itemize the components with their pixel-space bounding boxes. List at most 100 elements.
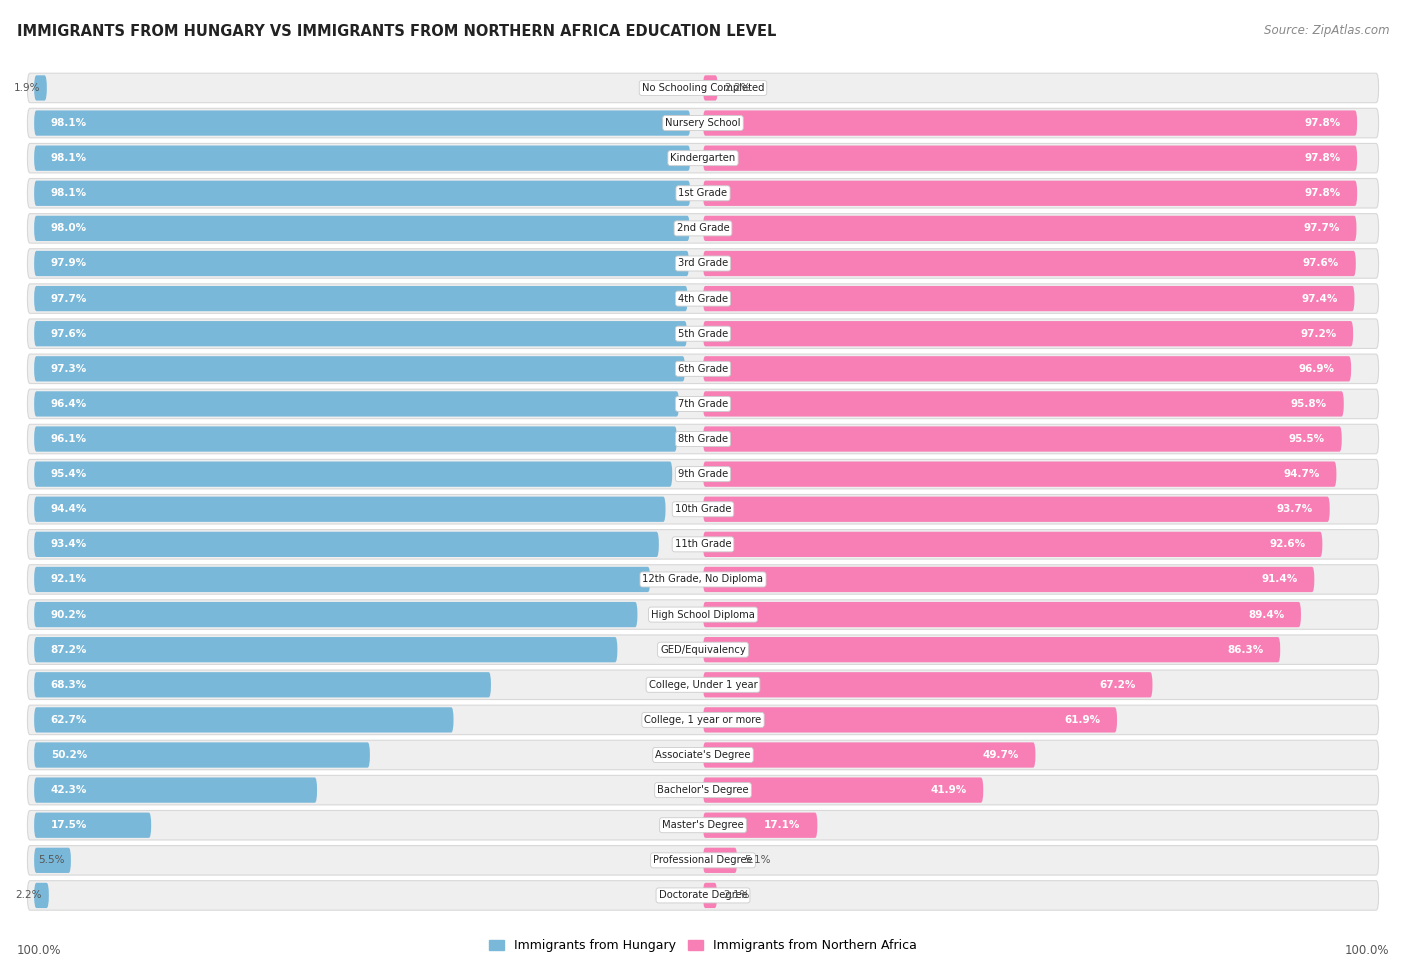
FancyBboxPatch shape [703, 321, 1353, 346]
FancyBboxPatch shape [34, 110, 690, 136]
Text: Associate's Degree: Associate's Degree [655, 750, 751, 760]
FancyBboxPatch shape [28, 354, 1378, 383]
Text: Professional Degree: Professional Degree [654, 855, 752, 866]
FancyBboxPatch shape [34, 707, 454, 732]
FancyBboxPatch shape [28, 775, 1378, 804]
FancyBboxPatch shape [28, 565, 1378, 594]
Text: 5.5%: 5.5% [38, 855, 65, 866]
FancyBboxPatch shape [34, 777, 318, 802]
Text: 97.3%: 97.3% [51, 364, 87, 373]
FancyBboxPatch shape [28, 178, 1378, 208]
FancyBboxPatch shape [34, 356, 685, 381]
Text: 9th Grade: 9th Grade [678, 469, 728, 479]
Text: 92.6%: 92.6% [1270, 539, 1306, 549]
FancyBboxPatch shape [703, 742, 1035, 767]
Text: 94.7%: 94.7% [1284, 469, 1320, 479]
FancyBboxPatch shape [28, 705, 1378, 734]
Text: 68.3%: 68.3% [51, 680, 87, 689]
FancyBboxPatch shape [34, 742, 370, 767]
FancyBboxPatch shape [28, 810, 1378, 840]
FancyBboxPatch shape [34, 215, 689, 241]
Text: 95.5%: 95.5% [1289, 434, 1324, 444]
Text: 93.4%: 93.4% [51, 539, 87, 549]
Text: 96.1%: 96.1% [51, 434, 87, 444]
FancyBboxPatch shape [703, 566, 1315, 592]
Text: 4th Grade: 4th Grade [678, 293, 728, 303]
FancyBboxPatch shape [703, 847, 737, 873]
FancyBboxPatch shape [34, 286, 688, 311]
FancyBboxPatch shape [703, 707, 1116, 732]
Text: 92.1%: 92.1% [51, 574, 87, 584]
FancyBboxPatch shape [703, 145, 1357, 171]
Text: 94.4%: 94.4% [51, 504, 87, 514]
FancyBboxPatch shape [703, 356, 1351, 381]
FancyBboxPatch shape [28, 284, 1378, 313]
Text: Source: ZipAtlas.com: Source: ZipAtlas.com [1264, 24, 1389, 37]
Text: 95.4%: 95.4% [51, 469, 87, 479]
FancyBboxPatch shape [703, 180, 1357, 206]
Text: 2nd Grade: 2nd Grade [676, 223, 730, 233]
Text: 8th Grade: 8th Grade [678, 434, 728, 444]
FancyBboxPatch shape [703, 496, 1330, 522]
FancyBboxPatch shape [28, 845, 1378, 876]
Text: 95.8%: 95.8% [1291, 399, 1327, 409]
Text: 90.2%: 90.2% [51, 609, 87, 619]
Text: Doctorate Degree: Doctorate Degree [658, 890, 748, 901]
FancyBboxPatch shape [34, 180, 690, 206]
Text: 98.1%: 98.1% [51, 118, 87, 128]
FancyBboxPatch shape [34, 145, 690, 171]
FancyBboxPatch shape [34, 531, 659, 557]
Text: 11th Grade: 11th Grade [675, 539, 731, 549]
Text: 62.7%: 62.7% [51, 715, 87, 724]
Text: High School Diploma: High School Diploma [651, 609, 755, 619]
Text: 10th Grade: 10th Grade [675, 504, 731, 514]
FancyBboxPatch shape [34, 391, 679, 416]
Text: 3rd Grade: 3rd Grade [678, 258, 728, 268]
Text: 86.3%: 86.3% [1227, 644, 1264, 654]
Text: 93.7%: 93.7% [1277, 504, 1313, 514]
Text: 5.1%: 5.1% [744, 855, 770, 866]
Text: No Schooling Completed: No Schooling Completed [641, 83, 765, 93]
FancyBboxPatch shape [703, 110, 1357, 136]
Text: 97.9%: 97.9% [51, 258, 87, 268]
Text: 97.4%: 97.4% [1302, 293, 1337, 303]
Text: 67.2%: 67.2% [1099, 680, 1136, 689]
Text: College, 1 year or more: College, 1 year or more [644, 715, 762, 724]
FancyBboxPatch shape [28, 635, 1378, 664]
FancyBboxPatch shape [34, 75, 46, 100]
Text: 97.2%: 97.2% [1301, 329, 1337, 338]
FancyBboxPatch shape [28, 424, 1378, 453]
Text: 96.4%: 96.4% [51, 399, 87, 409]
FancyBboxPatch shape [34, 321, 688, 346]
FancyBboxPatch shape [34, 251, 689, 276]
Text: 97.6%: 97.6% [51, 329, 87, 338]
Text: 87.2%: 87.2% [51, 644, 87, 654]
Text: 2.1%: 2.1% [724, 890, 751, 901]
Text: 98.1%: 98.1% [51, 188, 87, 198]
FancyBboxPatch shape [28, 389, 1378, 418]
FancyBboxPatch shape [34, 426, 676, 451]
FancyBboxPatch shape [28, 600, 1378, 629]
FancyBboxPatch shape [703, 602, 1301, 627]
FancyBboxPatch shape [34, 812, 152, 838]
FancyBboxPatch shape [703, 75, 717, 100]
Text: GED/Equivalency: GED/Equivalency [661, 644, 745, 654]
FancyBboxPatch shape [28, 740, 1378, 769]
Text: 89.4%: 89.4% [1249, 609, 1284, 619]
FancyBboxPatch shape [34, 461, 672, 487]
FancyBboxPatch shape [34, 847, 70, 873]
Text: Kindergarten: Kindergarten [671, 153, 735, 163]
Text: 5th Grade: 5th Grade [678, 329, 728, 338]
Text: IMMIGRANTS FROM HUNGARY VS IMMIGRANTS FROM NORTHERN AFRICA EDUCATION LEVEL: IMMIGRANTS FROM HUNGARY VS IMMIGRANTS FR… [17, 24, 776, 39]
Text: 12th Grade, No Diploma: 12th Grade, No Diploma [643, 574, 763, 584]
Text: 100.0%: 100.0% [1344, 945, 1389, 957]
Text: 97.7%: 97.7% [1303, 223, 1340, 233]
Text: 97.7%: 97.7% [51, 293, 87, 303]
FancyBboxPatch shape [703, 531, 1323, 557]
Text: 6th Grade: 6th Grade [678, 364, 728, 373]
FancyBboxPatch shape [34, 496, 665, 522]
FancyBboxPatch shape [703, 777, 983, 802]
Text: 98.0%: 98.0% [51, 223, 87, 233]
Text: 98.1%: 98.1% [51, 153, 87, 163]
FancyBboxPatch shape [703, 672, 1153, 697]
